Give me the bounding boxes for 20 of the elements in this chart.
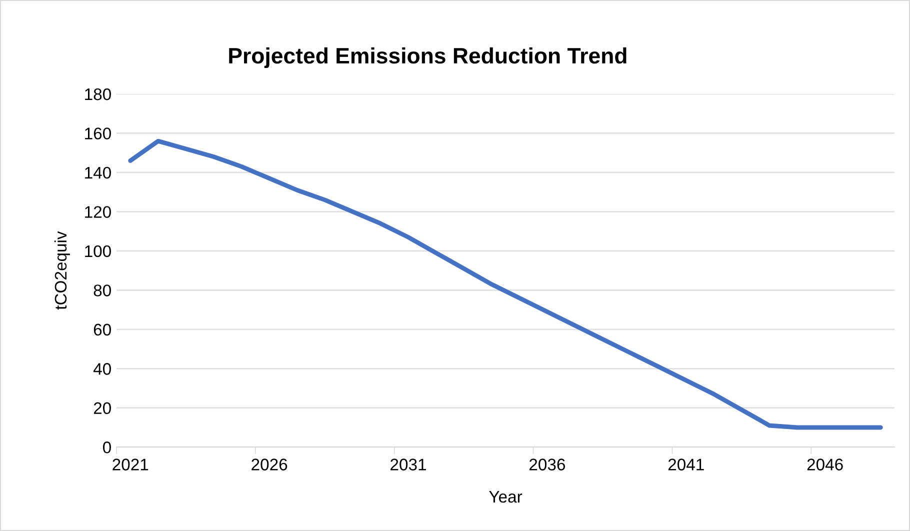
x-tick-label: 2021 (112, 458, 148, 470)
y-axis-title: tCO2equiv (54, 231, 70, 310)
y-tick-label: 180 (85, 88, 111, 100)
x-tick-label: 2026 (252, 458, 288, 470)
y-tick-label: 80 (94, 284, 111, 296)
x-tick-label: 2046 (807, 458, 843, 470)
y-tick-label: 0 (103, 442, 111, 454)
x-tick-label: 2031 (390, 458, 426, 470)
x-axis-title: Year (489, 491, 522, 503)
y-tick-label: 100 (85, 245, 111, 258)
x-tick-label: 2041 (668, 458, 704, 470)
y-tick-label: 60 (94, 324, 111, 336)
y-tick-label: 40 (93, 363, 111, 375)
y-tick-label: 160 (85, 128, 111, 140)
y-tick-label: 140 (85, 166, 111, 179)
line-series (128, 138, 883, 430)
chart-title: Projected Emissions Reduction Trend (229, 47, 626, 68)
y-tick-label: 120 (85, 206, 111, 218)
x-tick-label: 2036 (529, 458, 565, 470)
y-tick-label: 20 (94, 402, 111, 414)
